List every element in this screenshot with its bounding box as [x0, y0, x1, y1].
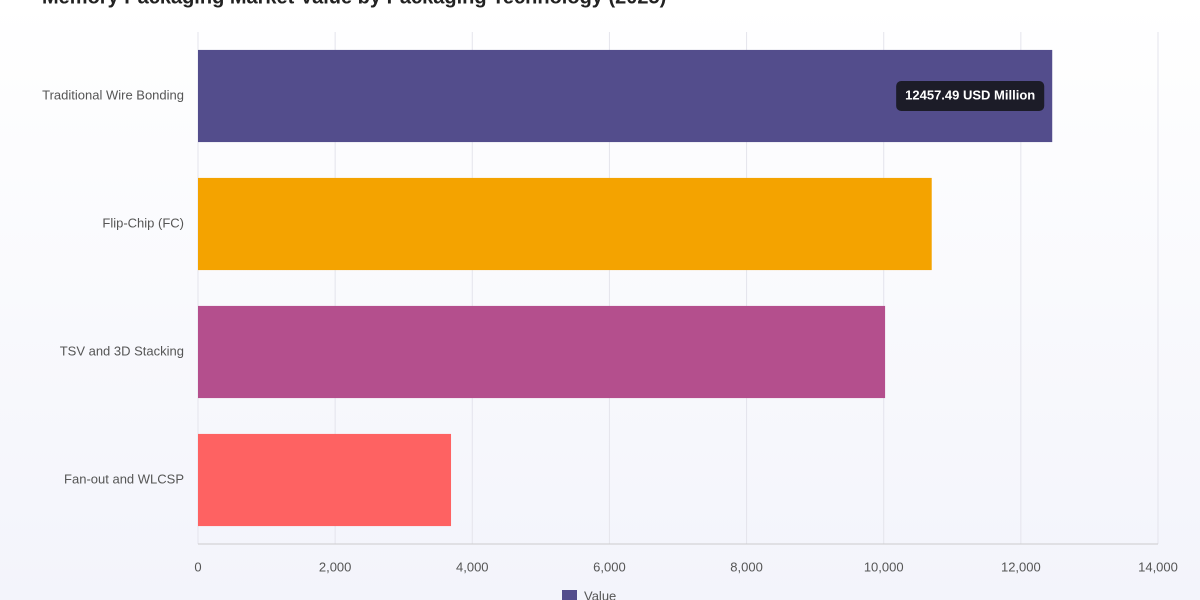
x-tick-label: 4,000 [456, 559, 489, 574]
legend-label: Value [584, 588, 616, 600]
legend-swatch [562, 590, 577, 600]
x-tick-label: 14,000 [1138, 559, 1178, 574]
tooltip-box [896, 81, 1045, 111]
bar [198, 433, 452, 527]
y-tick-label: Fan-out and WLCSP [64, 471, 184, 486]
x-tick-label: 6,000 [593, 559, 626, 574]
bar [198, 177, 932, 271]
x-tick-label: 0 [194, 559, 201, 574]
x-tick-label: 12,000 [1001, 559, 1041, 574]
y-tick-label: Flip-Chip (FC) [102, 215, 184, 230]
x-tick-label: 10,000 [864, 559, 904, 574]
bar [198, 305, 886, 399]
y-tick-label: Traditional Wire Bonding [42, 87, 184, 102]
chart-title: Memory Packaging Market Value by Packagi… [42, 0, 666, 8]
tooltip: 12457.49 USD Million [896, 81, 1045, 111]
y-tick-label: TSV and 3D Stacking [60, 343, 184, 358]
value-label: 12457.49 USD Million [905, 87, 1035, 102]
x-tick-label: 2,000 [319, 559, 352, 574]
x-tick-label: 8,000 [730, 559, 763, 574]
